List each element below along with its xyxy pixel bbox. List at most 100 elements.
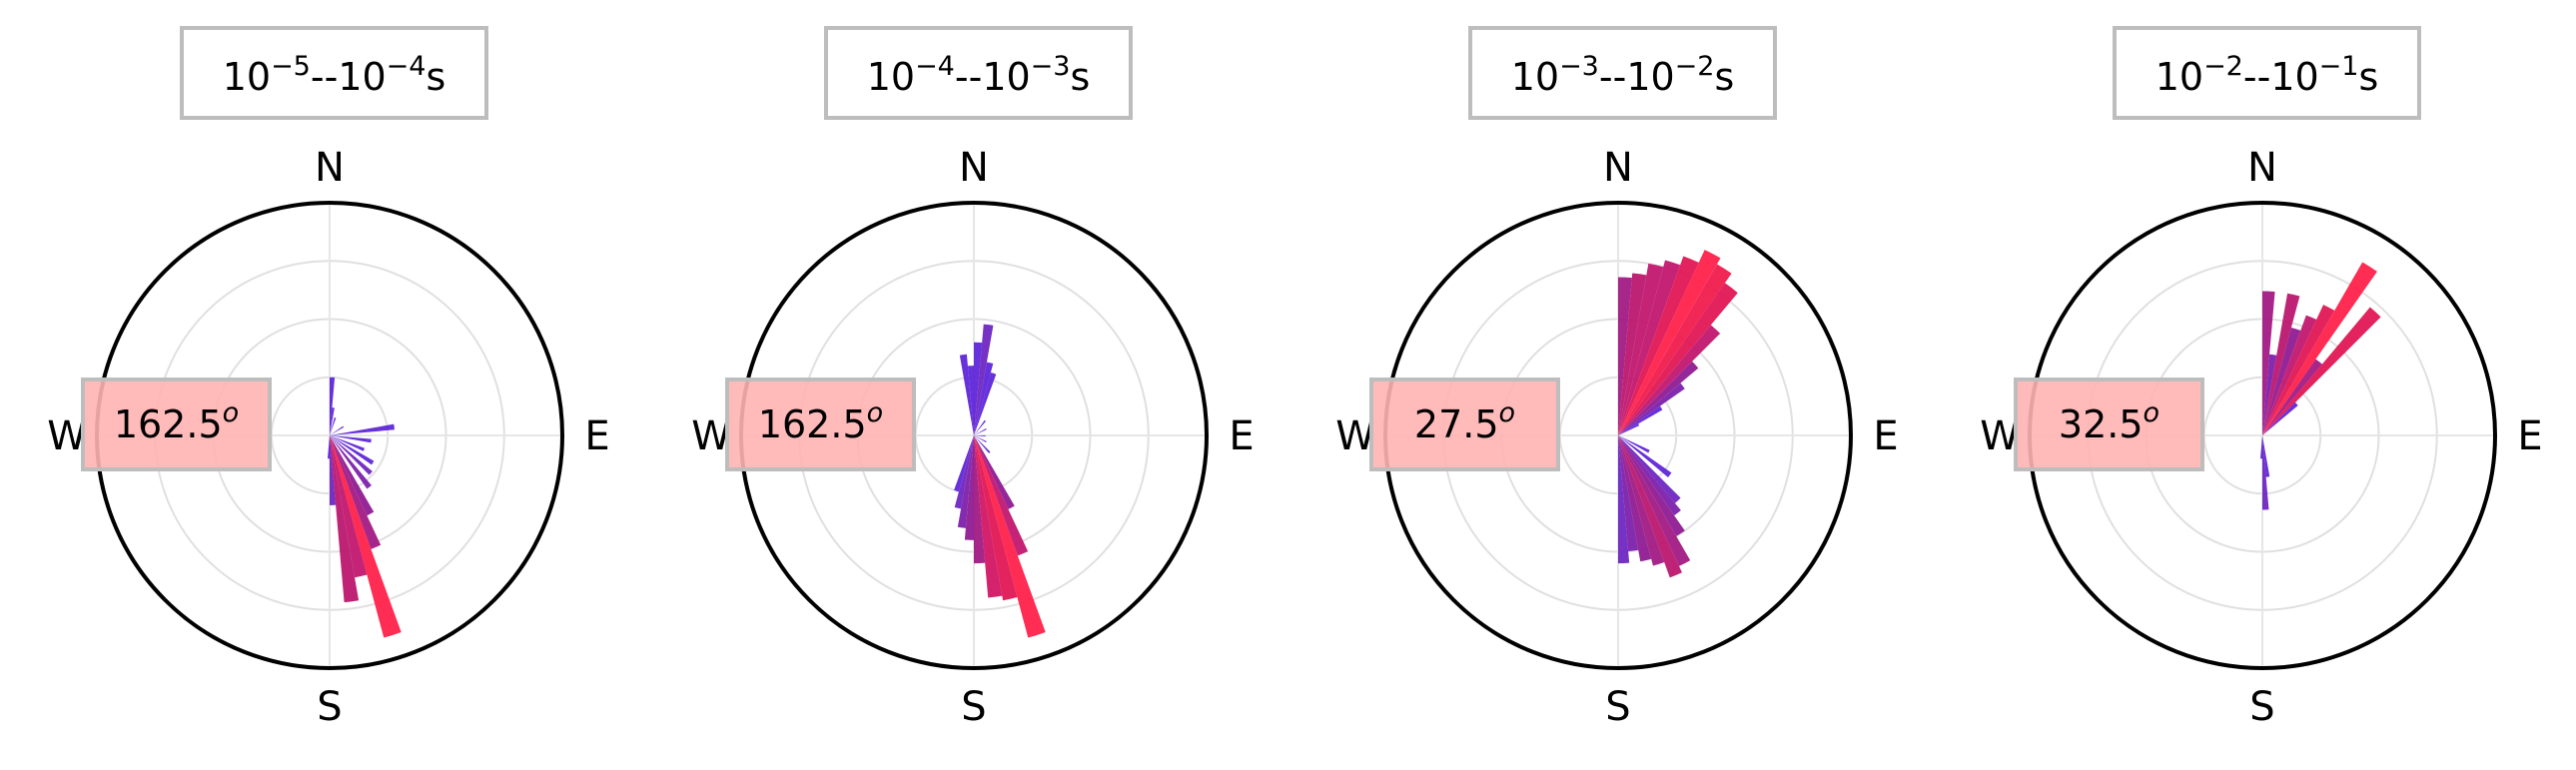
north-label: N	[315, 145, 345, 191]
east-label: E	[584, 413, 609, 459]
bar-182.5	[2259, 435, 2262, 459]
west-label: W	[47, 413, 87, 459]
bar-12.5	[1618, 263, 1664, 435]
polar-chart-4: N S E W 10−2--10−1s 32.5o	[1980, 26, 2543, 730]
bar-62.5	[1618, 423, 1640, 435]
bar-7.5	[1618, 273, 1647, 435]
bar-172.5	[330, 435, 360, 603]
bar-37.5	[1618, 283, 1738, 435]
polar-chart-3: N S E W 10−3--10−2s 27.5o	[1335, 26, 1899, 730]
angle-box	[725, 378, 916, 471]
title-box	[824, 26, 1133, 120]
bar-27.5	[2262, 305, 2335, 435]
north-label: N	[2247, 145, 2277, 191]
bar-182.5	[964, 435, 974, 540]
bar-17.5	[2262, 327, 2301, 435]
bar-22.5	[2262, 315, 2317, 435]
polar-chart-1: N S E W 10−5--10−4s 162.5o	[47, 26, 610, 730]
bar-127.5	[1618, 435, 1672, 477]
bar-7.5	[974, 324, 994, 435]
bar-162.5	[330, 435, 402, 638]
east-label: E	[1873, 413, 1898, 459]
bar-177.5	[330, 435, 337, 505]
bar-177.5	[1618, 435, 1630, 564]
bar-152.5	[974, 435, 1015, 509]
bar-92.5	[974, 435, 986, 437]
north-label: N	[1603, 145, 1633, 191]
bar-52.5	[1618, 383, 1685, 435]
bar-162.5	[974, 435, 1046, 638]
bar-182.5	[327, 435, 330, 459]
bar-357.5	[967, 366, 974, 435]
east-label: E	[1229, 413, 1254, 459]
west-label: W	[1980, 413, 2020, 459]
bar-17.5	[974, 372, 997, 435]
bar-177.5	[974, 435, 986, 564]
south-label: S	[961, 684, 986, 730]
bar-97.5	[330, 435, 372, 443]
angle-label: 32.5o	[2059, 397, 2159, 446]
bar-57.5	[1618, 405, 1663, 435]
bar-117.5	[1618, 435, 1650, 453]
bar-42.5	[2262, 307, 2381, 435]
bar-37.5	[974, 419, 986, 435]
angle-box	[2014, 378, 2204, 471]
bar-177.5	[2262, 435, 2269, 510]
bar-112.5	[330, 435, 366, 451]
bar-12.5	[974, 362, 994, 435]
bar-152.5	[330, 435, 375, 516]
bar-12.5	[2262, 293, 2300, 435]
bar-157.5	[974, 435, 1029, 556]
chart-title: 10−2--10−1s	[2155, 51, 2379, 99]
bar-37.5	[2262, 359, 2322, 435]
bar-137.5	[1618, 435, 1681, 503]
bar-147.5	[1618, 435, 1685, 536]
bar-2.5	[2262, 291, 2275, 435]
bar-167.5	[1618, 435, 1652, 562]
bar-2.5	[330, 377, 336, 435]
bar-192.5	[954, 435, 974, 509]
bar-17.5	[330, 417, 337, 435]
bar-82.5	[330, 423, 395, 435]
title-box	[2113, 26, 2421, 120]
west-label: W	[1335, 413, 1375, 459]
bar-187.5	[957, 435, 974, 528]
bar-157.5	[1618, 435, 1683, 578]
bar-142.5	[1618, 435, 1681, 516]
bar-7.5	[330, 407, 335, 435]
bar-352.5	[959, 354, 974, 435]
bar-47.5	[2262, 402, 2298, 435]
angle-label: 162.5o	[758, 397, 883, 446]
bar-42.5	[1618, 325, 1721, 435]
angle-box	[1369, 378, 1560, 471]
bar-27.5	[1618, 250, 1721, 435]
bar-62.5	[974, 428, 987, 435]
bar-47.5	[1618, 361, 1699, 435]
title-box	[180, 26, 488, 120]
title-box	[1468, 26, 1777, 120]
bar-162.5	[1618, 435, 1665, 566]
bar-22.5	[1618, 256, 1699, 435]
polar-chart-2: N S E W 10−4--10−3s 162.5o	[691, 26, 1255, 730]
bar-117.5	[974, 435, 987, 442]
bar-17.5	[1618, 260, 1681, 435]
bar-2.5	[974, 342, 983, 435]
bar-142.5	[330, 435, 372, 489]
west-label: W	[691, 413, 731, 459]
bar-167.5	[974, 435, 1018, 601]
bar-57.5	[330, 425, 345, 435]
bar-7.5	[2262, 354, 2277, 435]
bar-172.5	[2262, 435, 2270, 477]
south-label: S	[317, 684, 342, 730]
east-label: E	[2517, 413, 2542, 459]
bar-172.5	[974, 435, 1003, 598]
angle-box	[81, 378, 272, 471]
chart-title: 10−3--10−2s	[1511, 51, 1735, 99]
south-label: S	[1605, 684, 1630, 730]
angle-label: 162.5o	[114, 397, 239, 446]
bar-2.5	[1618, 277, 1632, 435]
bar-167.5	[330, 435, 368, 578]
bar-32.5	[1618, 264, 1732, 435]
bar-152.5	[1618, 435, 1691, 566]
